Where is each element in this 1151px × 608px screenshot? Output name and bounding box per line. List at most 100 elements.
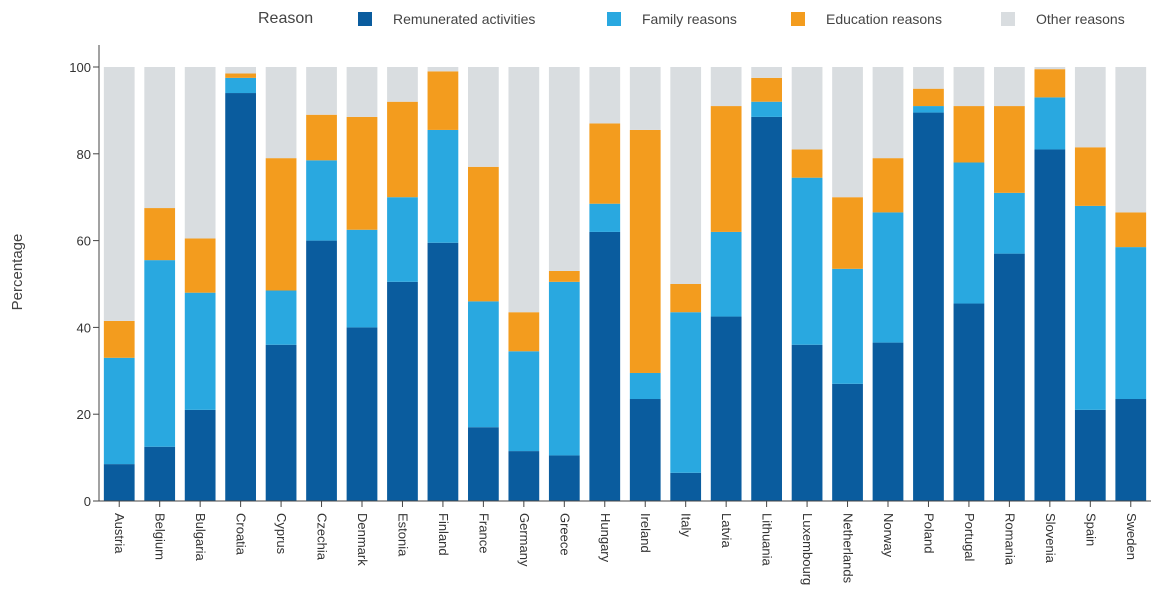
bar-segment-lithuania-1 [751,116,782,501]
x-tick-label-croatia: Croatia [234,513,249,556]
bar-segment-lithuania-2 [751,101,782,117]
bar-segment-hungary-1 [589,231,621,502]
x-tick-label-sweden: Sweden [1124,513,1139,560]
y-tick-label: 40 [77,320,91,335]
bar-segment-czechia-2 [306,160,337,241]
legend-swatch-4 [1001,12,1015,26]
bar-segment-denmark-4 [346,67,378,117]
bar-segment-belgium-4 [144,67,176,209]
x-tick-label-italy: Italy [679,513,694,537]
bar-segment-finland-4 [427,67,459,72]
bar-segment-slovenia-4 [1034,67,1066,70]
bar-segment-bulgaria-2 [184,292,216,410]
bar-segment-ireland-2 [629,372,661,400]
x-tick-label-spain: Spain [1083,513,1098,546]
bar-segment-cyprus-1 [265,344,297,501]
y-tick-label: 0 [84,494,91,509]
bar-segment-norway-4 [872,67,904,159]
bar-segment-cyprus-2 [265,290,297,345]
bar-segment-lithuania-4 [751,67,782,78]
bar-segment-czechia-4 [306,67,337,115]
bar-segment-portugal-4 [953,67,985,107]
x-tick-label-bulgaria: Bulgaria [193,513,208,561]
x-tick-label-belgium: Belgium [153,513,168,560]
x-tick-label-hungary: Hungary [598,513,613,563]
bars [103,67,1147,502]
bar-segment-netherlands-1 [832,383,863,501]
bar-segment-poland-3 [913,88,944,107]
legend-label-1: Remunerated activities [393,11,535,27]
x-tick-label-ireland: Ireland [638,513,653,553]
x-tick-label-poland: Poland [921,513,936,553]
x-tick-label-finland: Finland [436,513,451,556]
bar-segment-luxembourg-2 [791,177,823,345]
bar-segment-netherlands-2 [832,268,863,384]
bar-segment-france-1 [468,427,499,501]
bar-segment-italy-1 [670,472,702,501]
bar-segment-germany-3 [508,312,540,352]
bar-segment-belgium-1 [144,446,176,501]
bar-segment-italy-4 [670,67,702,284]
bar-segment-cyprus-3 [265,158,297,291]
bar-segment-denmark-1 [346,327,378,501]
bar-segment-slovenia-2 [1034,97,1066,150]
bar-segment-germany-4 [508,67,540,313]
bar-segment-italy-3 [670,284,702,313]
bar-segment-greece-3 [548,270,580,282]
bar-segment-portugal-1 [953,303,985,501]
bar-segment-luxembourg-1 [791,344,823,501]
x-tick-label-portugal: Portugal [962,513,977,562]
bar-segment-germany-2 [508,351,540,452]
bar-segment-ireland-1 [629,399,661,501]
bar-segment-ireland-4 [629,67,661,130]
bar-segment-poland-2 [913,106,944,113]
bar-segment-hungary-3 [589,123,621,204]
bar-segment-estonia-4 [387,67,418,102]
x-tick-label-germany: Germany [517,513,532,567]
x-tick-label-france: France [476,513,491,553]
bar-segment-france-4 [468,67,499,167]
bar-segment-lithuania-3 [751,77,782,102]
bar-segment-norway-1 [872,342,904,501]
x-tick-label-greece: Greece [557,513,572,556]
bar-segment-ireland-3 [629,129,661,373]
bar-segment-portugal-3 [953,106,985,163]
x-tick-label-norway: Norway [881,513,896,558]
bar-segment-luxembourg-4 [791,67,823,150]
bar-segment-poland-1 [913,112,944,501]
legend-title: Reason [258,10,313,27]
bar-segment-spain-2 [1074,205,1106,410]
bar-segment-latvia-1 [710,316,742,501]
bar-segment-latvia-4 [710,67,742,107]
legend-label-4: Other reasons [1036,11,1125,27]
x-tick-label-netherlands: Netherlands [841,513,856,584]
bar-segment-austria-2 [103,357,135,465]
bar-segment-netherlands-4 [832,67,863,198]
legend-label-3: Education reasons [826,11,942,27]
y-tick-label: 20 [77,407,91,422]
bar-segment-croatia-3 [225,73,256,78]
bar-segment-norway-3 [872,158,904,213]
y-tick-label: 60 [77,234,91,249]
x-tick-label-romania: Romania [1002,513,1017,566]
bar-segment-denmark-3 [346,116,378,230]
x-tick-label-luxembourg: Luxembourg [800,513,815,585]
bar-segment-bulgaria-3 [184,238,216,293]
bar-segment-croatia-4 [225,67,256,74]
x-axis-ticks: Austria Belgium Bulgaria Croatia Cyprus Czech… [112,501,1139,585]
bar-segment-austria-4 [103,67,135,321]
x-tick-label-lithuania: Lithuania [760,513,775,567]
bar-segment-france-2 [468,301,499,428]
bar-segment-luxembourg-3 [791,149,823,178]
x-tick-label-slovenia: Slovenia [1043,513,1058,564]
bar-segment-romania-3 [994,106,1025,193]
bar-segment-portugal-2 [953,162,985,304]
bar-segment-greece-4 [548,67,580,271]
bar-segment-greece-2 [548,281,580,456]
bar-segment-czechia-1 [306,240,337,501]
bar-segment-latvia-3 [710,106,742,232]
bar-segment-germany-1 [508,451,540,501]
y-tick-label: 100 [69,60,91,75]
legend-swatch-3 [791,12,805,26]
x-tick-label-austria: Austria [112,513,127,554]
